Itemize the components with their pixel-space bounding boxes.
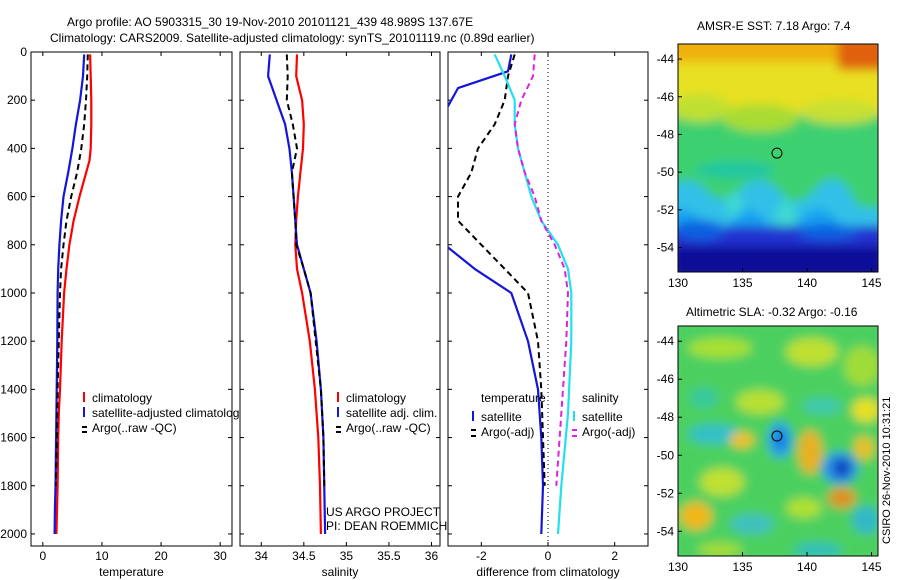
sst-map-ytick-label: -44	[657, 52, 675, 66]
sst-map-ytick-label: -46	[657, 90, 675, 104]
sst-map-panel: AMSR-E SST: 7.18 Argo: 7.4	[657, 19, 882, 290]
header-line-1: Argo profile: AO 5903315_30 19-Nov-2010 …	[67, 15, 473, 29]
salinity-legend-label: satellite adj. clim.	[346, 406, 437, 420]
temperature-ytick-label: 2000	[0, 527, 27, 541]
temperature-ytick-label: 200	[7, 93, 27, 107]
difference-series-magenta	[513, 54, 569, 486]
sst-map-xtick-label: 130	[668, 276, 688, 290]
salinity-xtick-label: 35	[340, 549, 354, 563]
temperature-frame	[30, 51, 233, 547]
sla-map-frame	[677, 325, 879, 557]
temperature-xlabel: temperature	[99, 565, 164, 579]
temperature-xtick-label: 0	[39, 549, 46, 563]
difference-xtick-label: -2	[476, 549, 487, 563]
difference-legend-label: satellite	[481, 410, 522, 424]
difference-legend-title: temperature	[481, 391, 546, 405]
temperature-xtick-label: 30	[213, 549, 227, 563]
sla-map-ytick-label: -46	[657, 372, 675, 386]
sla-map-ytick-label: -52	[657, 486, 675, 500]
temperature-legend-label: climatology	[92, 391, 152, 405]
difference-xlabel: difference from climatology	[476, 565, 619, 579]
temperature-xtick-label: 20	[154, 549, 168, 563]
sst-map-ytick-label: -50	[657, 165, 675, 179]
temperature-ytick-label: 1400	[0, 382, 27, 396]
sst-map-xtick-label: 145	[862, 276, 882, 290]
credit-stamp: CSIRO 26-Nov-2010 10:31:21	[881, 397, 893, 544]
difference-legend-label: Argo(-adj)	[481, 425, 534, 439]
salinity-xtick-label: 34.5	[292, 549, 316, 563]
difference-xtick-label: 0	[545, 549, 552, 563]
temperature-ytick-label: 1800	[0, 479, 27, 493]
argo-position-marker-sla	[771, 430, 783, 442]
difference-legend-title: salinity	[582, 391, 619, 405]
temperature-series-group	[53, 54, 93, 535]
credit-project: US ARGO PROJECT	[326, 505, 441, 519]
credit-pi: PI: DEAN ROEMMICH	[326, 519, 447, 533]
sst-map-frame	[677, 43, 879, 273]
sst-map-axes: 130 135 140 145 -44 -46 -48 -50 -52 -54	[657, 52, 882, 290]
header-line-2: Climatology: CARS2009. Satellite-adjuste…	[50, 31, 534, 45]
sst-map-ytick-label: -48	[657, 127, 675, 141]
salinity-panel: 34 34.5 35 35.5 36 salinity climatologysatelli…	[239, 51, 441, 579]
temperature-ytick-label: 800	[7, 238, 27, 252]
salinity-xlabel: salinity	[322, 565, 359, 579]
sla-map-xtick-label: 140	[797, 560, 817, 574]
temperature-series-red	[55, 54, 93, 535]
temperature-ytick-label: 400	[7, 141, 27, 155]
temperature-series-black	[54, 54, 89, 486]
sst-map-xtick-label: 135	[733, 276, 753, 290]
difference-xtick-label: 2	[611, 549, 618, 563]
sla-map-xtick-label: 145	[862, 560, 882, 574]
temperature-ytick-label: 0	[20, 45, 27, 59]
difference-frame	[447, 51, 649, 547]
salinity-frame	[239, 51, 441, 547]
temperature-legend-label: satellite-adjusted climatolog	[92, 406, 239, 420]
salinity-xtick-label: 35.5	[377, 549, 401, 563]
sla-map-panel: Altimetric SLA: -0.32 Argo: -0.16	[657, 305, 882, 574]
salinity-series-black	[285, 54, 326, 486]
sla-map-ytick-label: -48	[657, 410, 675, 424]
temperature-xtick-label: 10	[95, 549, 109, 563]
difference-legend-label: Argo(-adj)	[582, 425, 635, 439]
argo-position-marker-sst	[771, 147, 783, 159]
profile-plots: 0 10 20 30020040060080010001200140016001800…	[0, 45, 649, 579]
sst-map-title: AMSR-E SST: 7.18 Argo: 7.4	[697, 19, 851, 33]
temperature-ytick-label: 1000	[0, 286, 27, 300]
sst-map-ytick-label: -54	[657, 241, 675, 255]
sla-map-xtick-label: 135	[733, 560, 753, 574]
salinity-series-group	[267, 54, 327, 535]
difference-series-group	[448, 53, 573, 535]
sst-map-ytick-label: -52	[657, 203, 675, 217]
sla-map-title: Altimetric SLA: -0.32 Argo: -0.16	[686, 305, 858, 319]
difference-series-blue	[448, 54, 545, 535]
sla-map-ytick-label: -44	[657, 334, 675, 348]
difference-series-black	[457, 54, 546, 486]
sla-map-ytick-label: -54	[657, 524, 675, 538]
sla-map-axes: 130 135 140 145 -44 -46 -48 -50 -52 -54	[657, 334, 882, 574]
temperature-panel: 0 10 20 30 0 200 400 600 800 1000 1200 1400 1600 1800…	[0, 45, 239, 579]
sla-map-ytick-label: -50	[657, 448, 675, 462]
sla-map-xtick-label: 130	[668, 560, 688, 574]
temperature-legend-label: Argo(..raw -QC)	[92, 421, 177, 435]
temperature-ytick-label: 1200	[0, 334, 27, 348]
difference-legend-label: satellite	[582, 410, 623, 424]
salinity-legend-label: Argo(..raw -QC)	[346, 421, 431, 435]
salinity-xtick-label: 34	[255, 549, 269, 563]
sst-map-xtick-label: 140	[797, 276, 817, 290]
salinity-legend-label: climatology	[346, 391, 406, 405]
temperature-ytick-label: 600	[7, 190, 27, 204]
sst-map-field	[678, 44, 878, 272]
temperature-ytick-label: 1600	[0, 431, 27, 445]
salinity-xtick-label: 36	[425, 549, 439, 563]
difference-panel: -2 0 2 difference from climatology temperatu…	[447, 51, 649, 579]
